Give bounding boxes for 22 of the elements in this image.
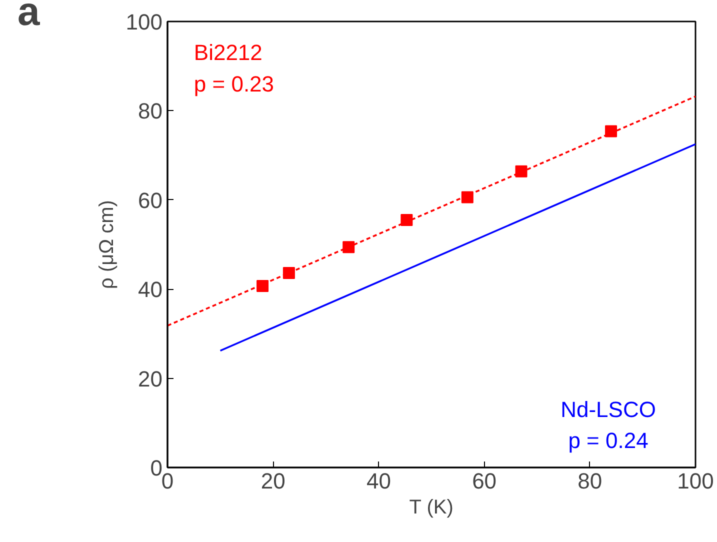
y-tick-label: 100 (126, 10, 163, 34)
point (400, 214, 413, 226)
point (342, 241, 355, 254)
x-tick-label: 100 (677, 468, 714, 494)
y-axis-title: ρ (μΩ cm) (96, 200, 118, 289)
point (256, 280, 269, 292)
y-tick-label: 20 (138, 366, 163, 392)
point (282, 267, 295, 280)
x-tick-label: 60 (472, 468, 497, 494)
point (461, 191, 474, 204)
y-tick-label: 60 (138, 188, 163, 213)
x-tick-label: 20 (260, 468, 286, 494)
point (605, 125, 618, 138)
point (515, 165, 528, 178)
y-tick-label: 40 (138, 277, 163, 302)
x-axis-title: T (K) (409, 496, 454, 518)
x-tick-label: 40 (366, 468, 391, 494)
x-tick-label: 80 (578, 468, 602, 494)
text: a (18, 0, 40, 34)
text: Bi2212 p = 0.23 (194, 40, 274, 96)
text: Nd-LSCO p = 0.24 (560, 397, 656, 454)
y-tick-label: 80 (138, 98, 163, 124)
